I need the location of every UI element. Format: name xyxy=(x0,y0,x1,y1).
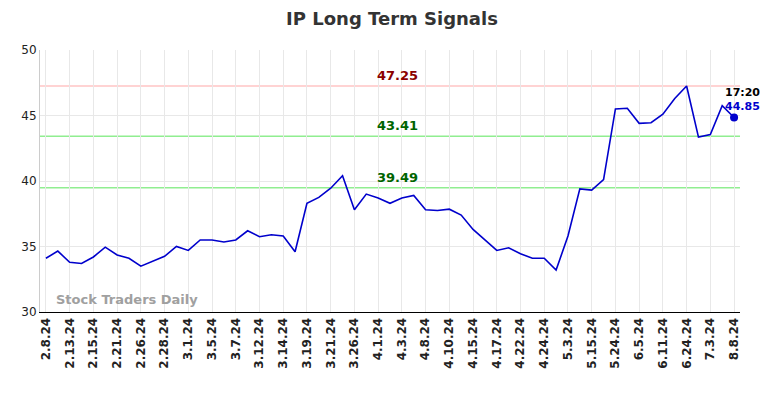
svg-text:45: 45 xyxy=(21,109,36,123)
svg-text:3.1.24: 3.1.24 xyxy=(181,318,195,361)
svg-text:4.15.24: 4.15.24 xyxy=(466,318,480,369)
svg-text:4.17.24: 4.17.24 xyxy=(490,318,504,369)
svg-text:4.22.24: 4.22.24 xyxy=(513,318,527,369)
svg-text:6.24.24: 6.24.24 xyxy=(680,318,694,369)
svg-text:3.19.24: 3.19.24 xyxy=(300,318,314,369)
svg-text:4.8.24: 4.8.24 xyxy=(418,318,432,361)
svg-text:Stock Traders Daily: Stock Traders Daily xyxy=(56,292,198,307)
svg-text:3.5.24: 3.5.24 xyxy=(205,318,219,361)
svg-text:2.21.24: 2.21.24 xyxy=(110,318,124,369)
svg-text:2.13.24: 2.13.24 xyxy=(63,318,77,369)
svg-text:3.26.24: 3.26.24 xyxy=(347,318,361,369)
svg-text:IP Long Term Signals: IP Long Term Signals xyxy=(286,8,498,29)
svg-text:5.15.24: 5.15.24 xyxy=(585,318,599,369)
svg-text:4.10.24: 4.10.24 xyxy=(442,318,456,369)
svg-text:50: 50 xyxy=(21,43,36,57)
svg-text:35: 35 xyxy=(21,240,36,254)
svg-text:44.85: 44.85 xyxy=(725,100,760,113)
svg-text:4.1.24: 4.1.24 xyxy=(371,318,385,361)
svg-text:2.15.24: 2.15.24 xyxy=(86,318,100,369)
svg-text:40: 40 xyxy=(21,174,36,188)
svg-text:39.49: 39.49 xyxy=(377,170,418,185)
svg-text:2.26.24: 2.26.24 xyxy=(134,318,148,369)
svg-text:5.3.24: 5.3.24 xyxy=(561,318,575,361)
svg-text:3.21.24: 3.21.24 xyxy=(324,318,338,369)
svg-text:43.41: 43.41 xyxy=(377,118,418,133)
svg-text:3.12.24: 3.12.24 xyxy=(252,318,266,369)
svg-text:17:20: 17:20 xyxy=(725,86,760,99)
svg-text:4.3.24: 4.3.24 xyxy=(395,318,409,361)
svg-text:2.28.24: 2.28.24 xyxy=(157,318,171,369)
svg-text:4.24.24: 4.24.24 xyxy=(537,318,551,369)
svg-text:5.24.24: 5.24.24 xyxy=(608,318,622,369)
svg-text:47.25: 47.25 xyxy=(377,68,418,83)
svg-text:8.8.24: 8.8.24 xyxy=(727,318,741,361)
svg-text:6.11.24: 6.11.24 xyxy=(656,318,670,369)
svg-text:2.8.24: 2.8.24 xyxy=(39,318,53,361)
svg-text:3.14.24: 3.14.24 xyxy=(276,318,290,369)
svg-text:7.3.24: 7.3.24 xyxy=(703,318,717,361)
svg-text:6.5.24: 6.5.24 xyxy=(632,318,646,361)
svg-text:30: 30 xyxy=(21,305,36,319)
svg-text:3.7.24: 3.7.24 xyxy=(229,318,243,361)
